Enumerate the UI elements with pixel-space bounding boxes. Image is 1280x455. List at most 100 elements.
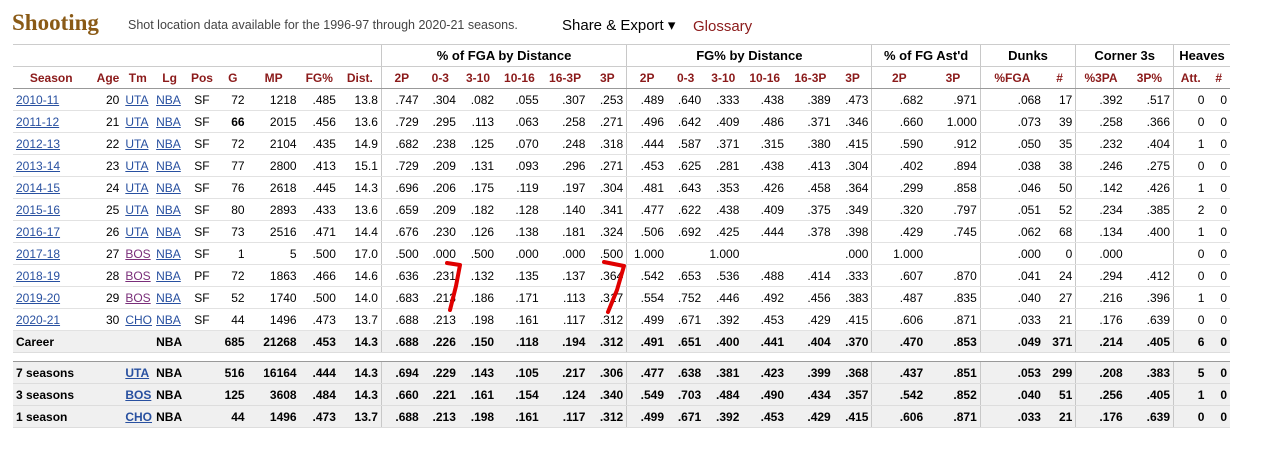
team-link[interactable]: UTA	[125, 202, 149, 217]
season-link[interactable]: 2019-20	[16, 290, 61, 305]
col-header[interactable]: Tm	[122, 66, 154, 89]
season-link[interactable]: 2014-15	[16, 180, 61, 195]
stat-cell-dist: 14.3	[338, 361, 382, 384]
col-header[interactable]: Age	[89, 66, 123, 89]
league-link[interactable]: NBA	[156, 312, 181, 327]
season-link[interactable]: 2020-21	[16, 312, 61, 327]
stat-cell-g3p: .304	[833, 154, 872, 177]
league-link[interactable]: NBA	[156, 92, 181, 107]
team-link[interactable]: BOS	[125, 268, 151, 283]
team-link[interactable]: UTA	[125, 114, 149, 129]
stat-cell-a2p: 1.000	[871, 242, 927, 265]
league-link[interactable]: NBA	[156, 180, 181, 195]
season-cell: 2018-19	[13, 264, 90, 287]
team-link[interactable]: UTA	[125, 365, 150, 380]
stat-cell-f310: .143	[458, 361, 498, 384]
league-link[interactable]: NBA	[156, 202, 181, 217]
stat-cell-ha: 6	[1173, 330, 1208, 353]
team-link[interactable]: CHO	[125, 312, 153, 327]
team-link[interactable]: UTA	[125, 92, 149, 107]
col-header[interactable]: 10-16	[497, 66, 542, 89]
col-header[interactable]: Lg	[153, 66, 187, 89]
stat-cell-dpct: .040	[979, 286, 1044, 309]
league-link[interactable]: NBA	[156, 246, 181, 261]
team-link[interactable]: UTA	[125, 136, 149, 151]
col-header[interactable]: 0-3	[421, 66, 459, 89]
col-header[interactable]: 0-3	[667, 66, 705, 89]
stat-cell-g03: .752	[667, 286, 705, 309]
col-header[interactable]: Season	[13, 66, 90, 89]
col-header[interactable]: 16-3P	[541, 66, 589, 89]
col-header[interactable]: 10-16	[742, 66, 787, 89]
stat-cell-f1016: .161	[497, 405, 542, 428]
col-header[interactable]: 3P%	[1125, 66, 1174, 89]
league-link[interactable]: NBA	[156, 224, 181, 239]
stat-cell-f163: .124	[541, 383, 589, 406]
stat-cell-a2p: .606	[871, 308, 927, 331]
stat-cell-g: 72	[217, 132, 248, 155]
season-link[interactable]: 2015-16	[16, 202, 61, 217]
col-header[interactable]: FG%	[299, 66, 339, 89]
season-link[interactable]: 2011-12	[16, 114, 60, 129]
shooting-table-wrapper: % of FGA by Distance FG% by Distance % o…	[13, 44, 1230, 428]
col-header[interactable]: 2P	[380, 66, 422, 89]
season-link[interactable]: 2010-11	[16, 92, 60, 107]
stat-cell-g310: .438	[704, 198, 743, 221]
stat-cell-a2p: .487	[871, 286, 927, 309]
col-header[interactable]: 3P	[926, 66, 981, 89]
col-header[interactable]: G	[217, 66, 248, 89]
team-link[interactable]: UTA	[125, 224, 149, 239]
stat-cell-g310: .353	[704, 176, 743, 199]
share-export-menu[interactable]: Share & Export ▾	[562, 17, 676, 34]
season-link[interactable]: 2013-14	[16, 158, 61, 173]
glossary-link[interactable]: Glossary	[693, 18, 753, 35]
team-link[interactable]: BOS	[125, 290, 151, 305]
stat-cell-c3p: .639	[1125, 308, 1174, 331]
col-header[interactable]: Pos	[186, 66, 218, 89]
team-link[interactable]: CHO	[125, 409, 153, 424]
stat-cell-dist: 13.7	[338, 308, 382, 331]
league-link[interactable]: NBA	[156, 268, 181, 283]
col-header[interactable]: #	[1043, 66, 1076, 89]
spacer-row	[13, 352, 1230, 362]
col-header[interactable]: 3P	[833, 66, 872, 89]
team-cell: UTA	[122, 361, 154, 384]
col-header[interactable]: %3PA	[1075, 66, 1126, 89]
col-header[interactable]: 3-10	[704, 66, 743, 89]
league-link[interactable]: NBA	[156, 136, 181, 151]
col-header[interactable]: 16-3P	[787, 66, 834, 89]
stat-cell-dn: 24	[1043, 264, 1076, 287]
stat-cell-g03: .671	[667, 405, 705, 428]
stat-cell-fg: .413	[299, 154, 339, 177]
col-header[interactable]: 2P	[626, 66, 668, 89]
stat-cell-mp: 1740	[247, 286, 300, 309]
col-header[interactable]: Dist.	[338, 66, 382, 89]
stat-cell-mp: 2618	[247, 176, 300, 199]
league-link[interactable]: NBA	[156, 114, 181, 129]
stat-cell-f03: .304	[421, 88, 459, 111]
col-header[interactable]: 3P	[588, 66, 627, 89]
stat-cell-cpct: .142	[1075, 176, 1126, 199]
col-header[interactable]: MP	[247, 66, 300, 89]
season-link[interactable]: 2018-19	[16, 268, 61, 283]
stat-cell-ha: 0	[1173, 110, 1208, 133]
league-link[interactable]: NBA	[156, 290, 181, 305]
season-link[interactable]: 2017-18	[16, 246, 61, 261]
season-link[interactable]: 2012-13	[16, 136, 61, 151]
col-header[interactable]: %FGA	[979, 66, 1044, 89]
col-header[interactable]: #	[1207, 66, 1230, 89]
season-link[interactable]: 2016-17	[16, 224, 61, 239]
team-link[interactable]: UTA	[125, 158, 149, 173]
stat-cell-g: 66	[217, 110, 248, 133]
summary-row: 1 season CHO NBA 44 1496.473 13.7.688.213.198…	[13, 405, 1230, 428]
col-header[interactable]: Att.	[1173, 66, 1208, 89]
stat-cell-g03: .651	[667, 330, 705, 353]
team-link[interactable]: UTA	[125, 180, 149, 195]
col-header[interactable]: 3-10	[458, 66, 498, 89]
team-link[interactable]: BOS	[125, 246, 151, 261]
league-link[interactable]: NBA	[156, 158, 181, 173]
team-link[interactable]: BOS	[125, 387, 152, 402]
stat-cell-g163: .429	[787, 308, 834, 331]
col-header[interactable]: 2P	[871, 66, 927, 89]
stat-cell-fg: .473	[299, 405, 339, 428]
